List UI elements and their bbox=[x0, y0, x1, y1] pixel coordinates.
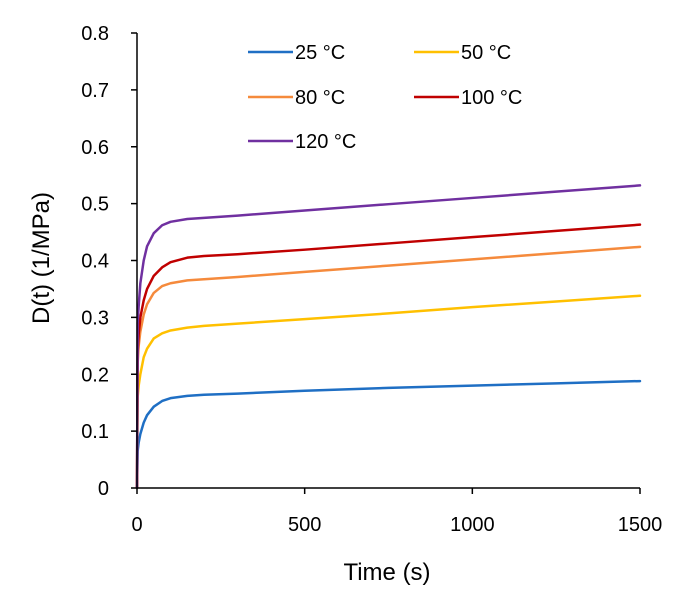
y-ticks: 0 0.1 0.2 0.3 0.4 0.5 0.6 0.7 0.8 bbox=[81, 23, 137, 500]
y-tick-label: 0.3 bbox=[81, 307, 109, 329]
legend-label-3: 100 °C bbox=[461, 87, 522, 109]
y-tick-label: 0 bbox=[98, 478, 109, 500]
x-tick-label: 500 bbox=[288, 514, 321, 536]
series-line-0 bbox=[135, 379, 642, 490]
legend: 25 °C 50 °C 80 °C 100 °C 120 °C bbox=[248, 42, 522, 153]
legend-label-2: 80 °C bbox=[295, 87, 345, 109]
y-tick-label: 0.2 bbox=[81, 364, 109, 386]
y-tick-label: 0.4 bbox=[81, 251, 109, 273]
series-line-3 bbox=[135, 223, 642, 490]
legend-label-1: 50 °C bbox=[461, 42, 511, 64]
y-tick-label: 0.6 bbox=[81, 137, 109, 159]
y-tick-label: 0.8 bbox=[81, 23, 109, 45]
series-line-4 bbox=[135, 184, 642, 490]
y-axis-title: D(t) (1/MPa) bbox=[28, 192, 55, 324]
x-tick-label: 1000 bbox=[450, 514, 495, 536]
x-axis-title: Time (s) bbox=[343, 559, 430, 586]
series-line-2 bbox=[135, 245, 642, 490]
y-tick-label: 0.5 bbox=[81, 194, 109, 216]
x-tick-label: 1500 bbox=[618, 514, 663, 536]
axes bbox=[136, 33, 640, 489]
x-tick-label: 0 bbox=[131, 514, 142, 536]
legend-label-4: 120 °C bbox=[295, 131, 356, 153]
legend-label-0: 25 °C bbox=[295, 42, 345, 64]
y-tick-label: 0.7 bbox=[81, 80, 109, 102]
y-tick-label: 0.1 bbox=[81, 421, 109, 443]
series-line-1 bbox=[135, 294, 642, 490]
x-ticks: 0 500 1000 1500 bbox=[131, 488, 662, 536]
plot-lines bbox=[135, 184, 642, 490]
